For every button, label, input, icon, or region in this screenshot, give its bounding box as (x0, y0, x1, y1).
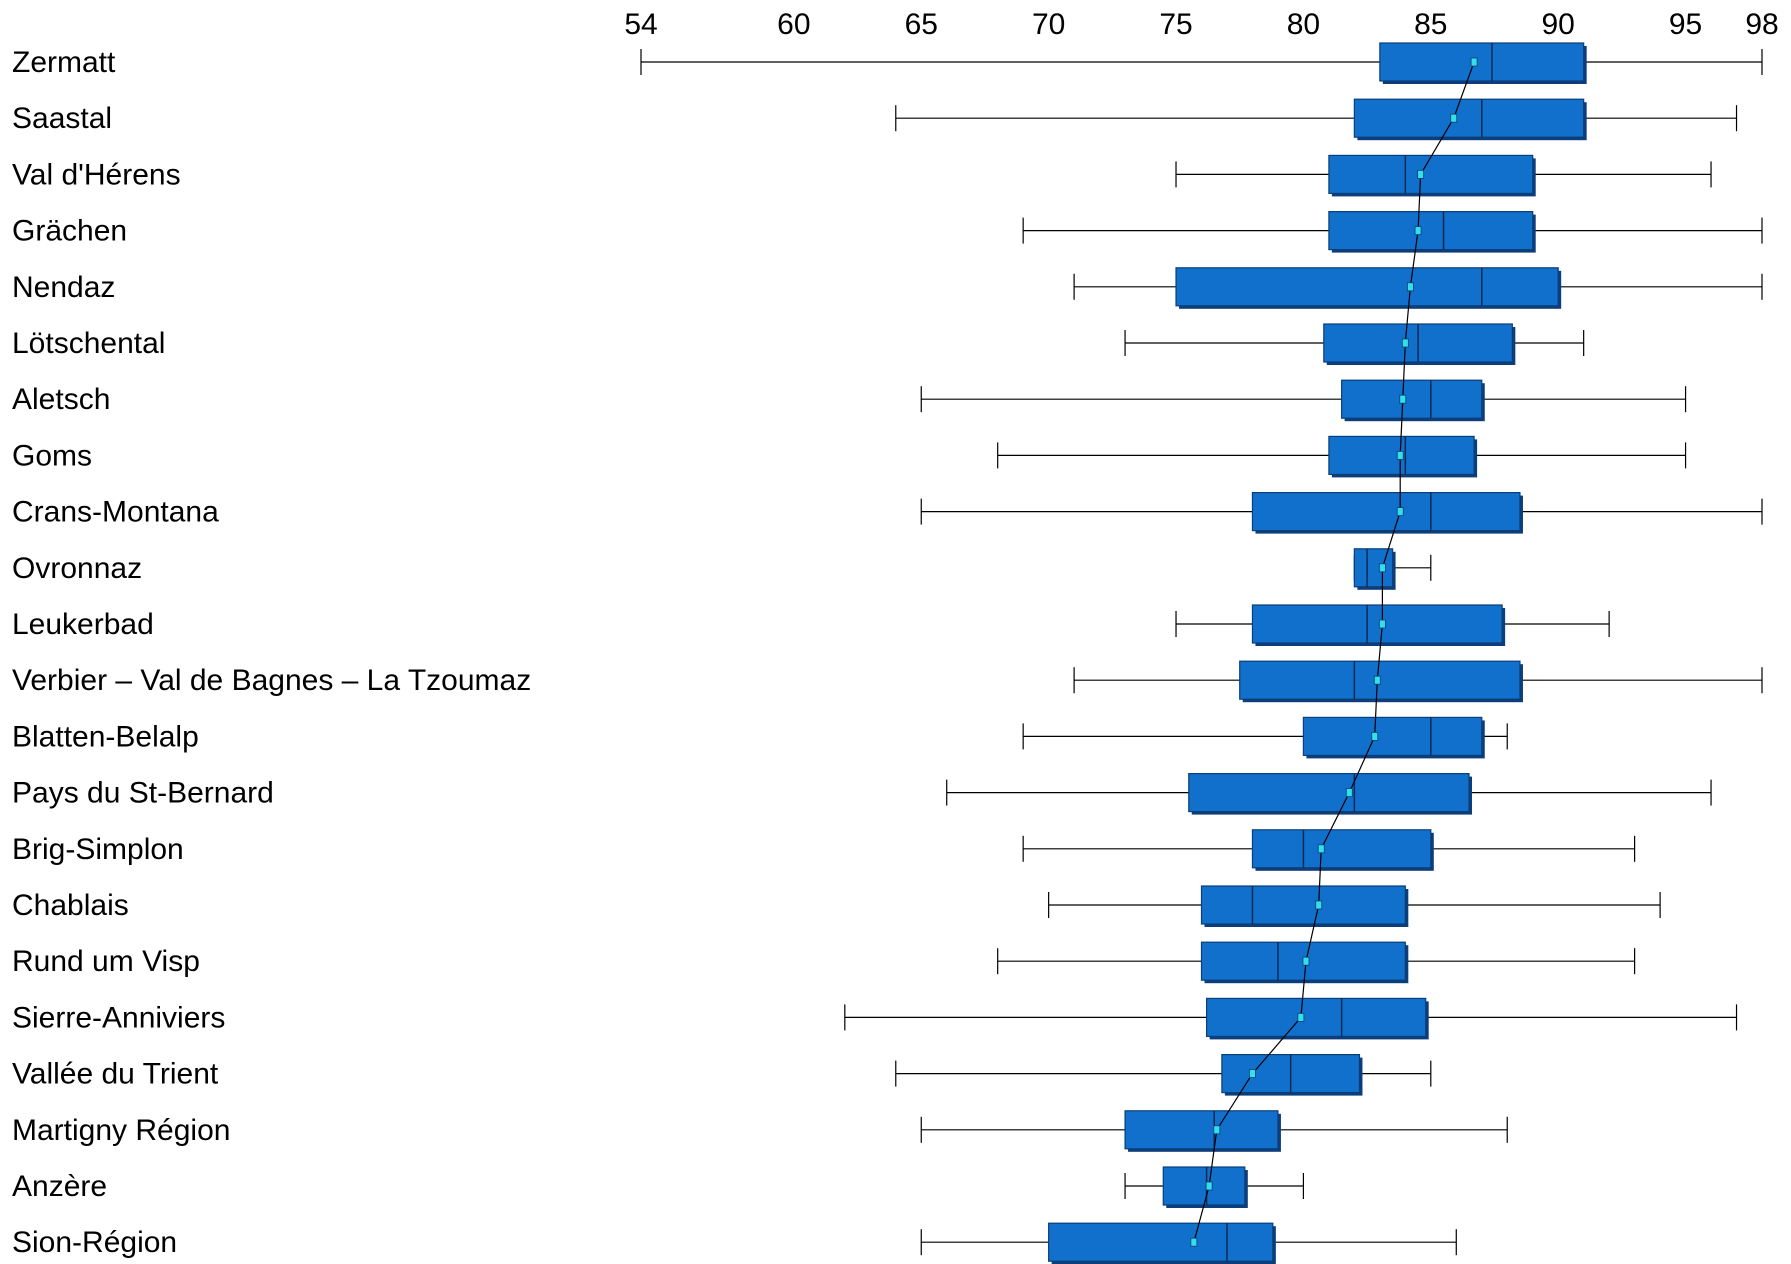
category-label: Grächen (12, 215, 127, 248)
category-label: Sion-Région (12, 1226, 177, 1259)
mean-marker (1213, 1125, 1221, 1135)
category-label: Leukerbad (12, 608, 154, 641)
mean-trend-line (1193, 61, 1475, 1243)
x-tick-label: 75 (1159, 8, 1192, 41)
x-tick-label: 98 (1745, 8, 1778, 41)
iqr-box (1124, 1110, 1279, 1150)
mean-marker (1399, 394, 1407, 404)
category-labels: Zermatt Saastal Val d'Hérens Grächen Nendaz L… (12, 46, 531, 1259)
category-label: Ovronnaz (12, 552, 142, 585)
mean-marker (1417, 169, 1425, 179)
iqr-box (1188, 772, 1470, 813)
mean-marker (1401, 338, 1409, 348)
mean-marker (1345, 788, 1353, 797)
iqr-box (1200, 885, 1406, 925)
x-tick-label: 90 (1541, 8, 1574, 41)
iqr-box (1048, 1222, 1274, 1262)
iqr-box (1353, 98, 1585, 138)
iqr-box (1251, 604, 1503, 644)
mean-marker (1407, 282, 1414, 292)
mean-marker (1249, 1069, 1256, 1078)
iqr-box (1341, 379, 1483, 419)
category-label: Saastal (12, 102, 112, 135)
iqr-box (1162, 1166, 1246, 1206)
category-label: Crans-Montana (12, 496, 219, 529)
x-tick-label: 54 (624, 8, 657, 41)
mean-marker (1315, 900, 1323, 910)
mean-marker (1450, 113, 1458, 123)
mean-marker (1396, 507, 1404, 517)
category-label: Anzère (12, 1170, 107, 1203)
x-tick-label: 70 (1032, 8, 1065, 41)
category-label: Verbier – Val de Bagnes – La Tzoumaz (12, 664, 531, 697)
x-tick-label: 60 (777, 8, 810, 41)
x-tick-label: 65 (905, 8, 938, 41)
iqr-box (1251, 492, 1521, 532)
category-label: Pays du St-Bernard (12, 777, 274, 810)
mean-marker (1414, 226, 1422, 236)
category-label: Nendaz (12, 271, 115, 304)
mean-marker (1396, 450, 1404, 460)
mean-marker (1190, 1237, 1198, 1247)
mean-marker (1302, 956, 1310, 966)
iqr-box (1205, 997, 1427, 1038)
x-tick-label: 80 (1287, 8, 1320, 41)
mean-marker (1205, 1181, 1213, 1191)
category-label: Blatten-Belalp (12, 720, 199, 753)
category-label: Lötschental (12, 327, 165, 360)
category-label: Zermatt (12, 46, 116, 79)
mean-marker (1297, 1013, 1305, 1022)
category-label: Rund um Visp (12, 945, 200, 978)
category-label: Chablais (12, 889, 129, 922)
whiskers (640, 49, 1763, 1256)
mean-marker (1317, 844, 1325, 854)
iqr-box (1379, 42, 1585, 82)
x-tick-label: 85 (1414, 8, 1447, 41)
mean-markers (1190, 57, 1478, 1247)
iqr-box (1251, 829, 1432, 869)
mean-marker (1378, 563, 1386, 573)
iqr-box (1328, 154, 1534, 194)
category-label: Vallée du Trient (12, 1058, 219, 1091)
category-label: Brig-Simplon (12, 833, 184, 866)
mean-marker (1373, 675, 1381, 685)
category-label: Goms (12, 439, 92, 472)
x-axis-top: 54 60 65 70 75 80 85 90 95 98 (624, 8, 1778, 41)
iqr-box (1302, 716, 1483, 757)
category-label: Sierre-Anniviers (12, 1001, 225, 1034)
x-tick-label: 95 (1669, 8, 1702, 41)
mean-marker (1470, 57, 1478, 67)
iqr-box (1328, 211, 1534, 251)
category-label: Aletsch (12, 383, 110, 416)
mean-marker (1371, 732, 1379, 741)
category-label: Val d'Hérens (12, 158, 181, 191)
mean-marker (1378, 619, 1386, 629)
boxes (1048, 42, 1587, 1264)
iqr-box (1175, 267, 1559, 307)
category-label: Martigny Région (12, 1114, 230, 1147)
